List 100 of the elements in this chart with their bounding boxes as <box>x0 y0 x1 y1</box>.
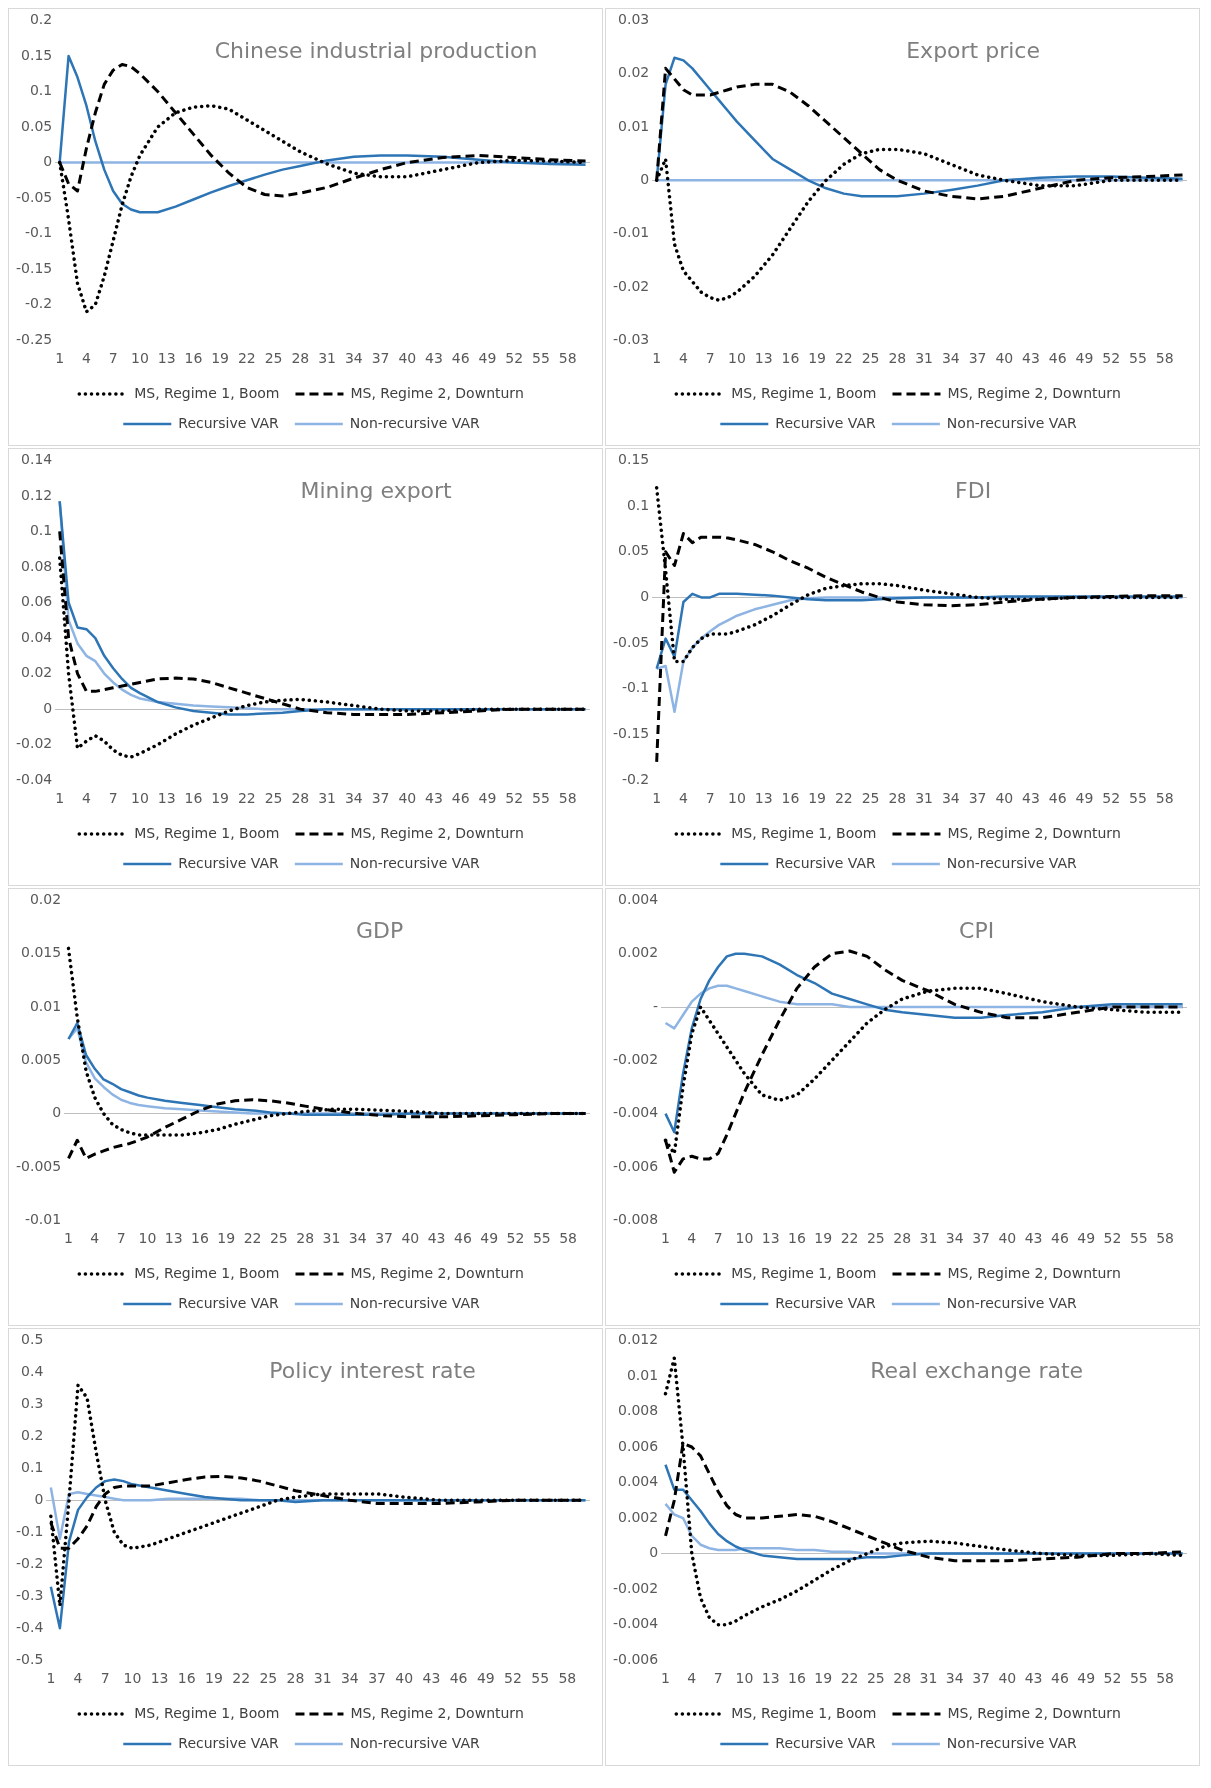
x-tick-label: 43 <box>1022 350 1040 367</box>
x-tick-label: 31 <box>919 1670 938 1687</box>
legend-label: Recursive VAR <box>178 414 280 431</box>
x-tick-label: 55 <box>1129 1230 1148 1247</box>
y-tick-label: 0.08 <box>21 557 53 574</box>
x-tick-label: 19 <box>211 790 230 807</box>
x-tick-label: 34 <box>945 1230 964 1247</box>
x-tick-label: 25 <box>259 1670 278 1687</box>
y-tick-label: 0.1 <box>29 522 53 539</box>
x-tick-label: 58 <box>559 1230 577 1247</box>
y-tick-label: 0.02 <box>29 891 62 908</box>
y-tick-label: 0 <box>43 153 53 170</box>
y-tick-label: 0 <box>43 699 53 716</box>
x-tick-label: 34 <box>941 350 960 367</box>
y-tick-label: 0.015 <box>21 944 62 961</box>
x-tick-label: 7 <box>108 350 118 367</box>
x-tick-label: 19 <box>814 1670 833 1687</box>
x-tick-label: 28 <box>291 350 310 367</box>
x-tick-label: 58 <box>558 350 577 367</box>
x-tick-label: 46 <box>451 350 470 367</box>
y-tick-label: -0.02 <box>612 277 650 294</box>
x-tick-label: 55 <box>1129 350 1147 367</box>
y-tick-label: 0.15 <box>21 46 53 63</box>
x-tick-label: 13 <box>761 1670 780 1687</box>
x-tick-label: 28 <box>291 790 310 807</box>
x-tick-label: 13 <box>164 1230 183 1247</box>
x-tick-label: 28 <box>888 790 907 807</box>
x-tick-label: 31 <box>322 1230 341 1247</box>
x-tick-label: 34 <box>344 350 363 367</box>
legend-label: Recursive VAR <box>775 414 877 431</box>
legend-label: MS, Regime 2, Downturn <box>350 384 524 401</box>
x-tick-label: 25 <box>861 790 880 807</box>
y-tick-label: -0.01 <box>24 1210 62 1227</box>
y-tick-label: -0.02 <box>15 735 53 752</box>
y-tick-label: 0.3 <box>21 1395 44 1411</box>
x-tick-label: 40 <box>998 1230 1017 1247</box>
x-tick-label: 10 <box>735 1230 754 1247</box>
legend-label: MS, Regime 1, Boom <box>731 1704 877 1721</box>
x-tick-label: 58 <box>558 1670 577 1687</box>
legend-label: MS, Regime 1, Boom <box>134 384 280 401</box>
x-tick-label: 7 <box>116 1230 126 1247</box>
legend-label: Non-recursive VAR <box>946 854 1077 871</box>
x-tick-label: 52 <box>504 1670 522 1687</box>
text: Export price <box>906 38 1040 64</box>
x-tick-label: 1 <box>661 1230 670 1247</box>
x-tick-label: 34 <box>941 790 960 807</box>
y-tick-label: -0.01 <box>612 224 650 241</box>
x-tick-label: 10 <box>735 1670 754 1687</box>
x-tick-label: 40 <box>995 350 1014 367</box>
x-tick-label: 49 <box>480 1230 499 1247</box>
x-tick-label: 13 <box>761 1230 780 1247</box>
x-tick-label: 34 <box>344 790 363 807</box>
legend-label: Recursive VAR <box>178 1734 280 1751</box>
text: Policy interest rate <box>269 1358 476 1384</box>
x-tick-label: 22 <box>243 1230 262 1247</box>
y-tick-label: -0.1 <box>15 1522 44 1539</box>
x-tick-label: 31 <box>318 790 336 807</box>
legend-label: Recursive VAR <box>775 1294 877 1311</box>
x-tick-label: 4 <box>687 1230 697 1247</box>
x-tick-label: 43 <box>1022 790 1040 807</box>
x-tick-label: 1 <box>652 350 662 367</box>
x-tick-label: 16 <box>781 790 800 807</box>
y-tick-label: 0.01 <box>618 117 650 134</box>
x-tick-label: 43 <box>425 350 443 367</box>
x-tick-label: 19 <box>814 1230 833 1247</box>
x-tick-label: 37 <box>972 1670 990 1687</box>
y-tick-label: -0.03 <box>612 330 650 347</box>
x-tick-label: 22 <box>840 1670 859 1687</box>
x-tick-label: 1 <box>55 790 65 807</box>
y-tick-label: 0.006 <box>618 1437 659 1454</box>
x-tick-label: 4 <box>73 1670 83 1687</box>
y-tick-label: 0.2 <box>29 11 53 28</box>
legend-label: Non-recursive VAR <box>349 854 480 871</box>
x-tick-label: 22 <box>232 1670 251 1687</box>
x-tick-label: 10 <box>727 350 746 367</box>
x-tick-label: 37 <box>968 350 987 367</box>
y-tick-label: 0.002 <box>618 944 659 961</box>
x-tick-label: 28 <box>296 1230 315 1247</box>
x-tick-label: 40 <box>398 350 417 367</box>
y-tick-label: 0.1 <box>626 496 650 513</box>
x-tick-label: 7 <box>713 1670 723 1687</box>
x-tick-label: 52 <box>505 790 524 807</box>
y-tick-label: -0.006 <box>612 1157 659 1174</box>
legend-label: Recursive VAR <box>178 854 280 871</box>
y-tick-label: 0.1 <box>29 82 53 99</box>
x-tick-label: 31 <box>919 1230 938 1247</box>
x-tick-label: 40 <box>401 1230 420 1247</box>
y-tick-label: 0.05 <box>618 542 650 559</box>
x-tick-label: 25 <box>861 350 880 367</box>
y-tick-label: 0.02 <box>618 64 650 81</box>
y-tick-label: 0.14 <box>21 451 53 468</box>
legend-label: Non-recursive VAR <box>349 414 480 431</box>
x-tick-label: 37 <box>368 1670 386 1687</box>
legend-label: MS, Regime 2, Downturn <box>350 1704 524 1721</box>
y-tick-label: -0.2 <box>15 1554 44 1571</box>
x-tick-label: 10 <box>130 350 149 367</box>
x-tick-label: 46 <box>1051 1670 1069 1687</box>
x-tick-label: 52 <box>1103 1670 1122 1687</box>
y-tick-label: -0.25 <box>15 330 53 347</box>
x-tick-label: 37 <box>371 350 390 367</box>
